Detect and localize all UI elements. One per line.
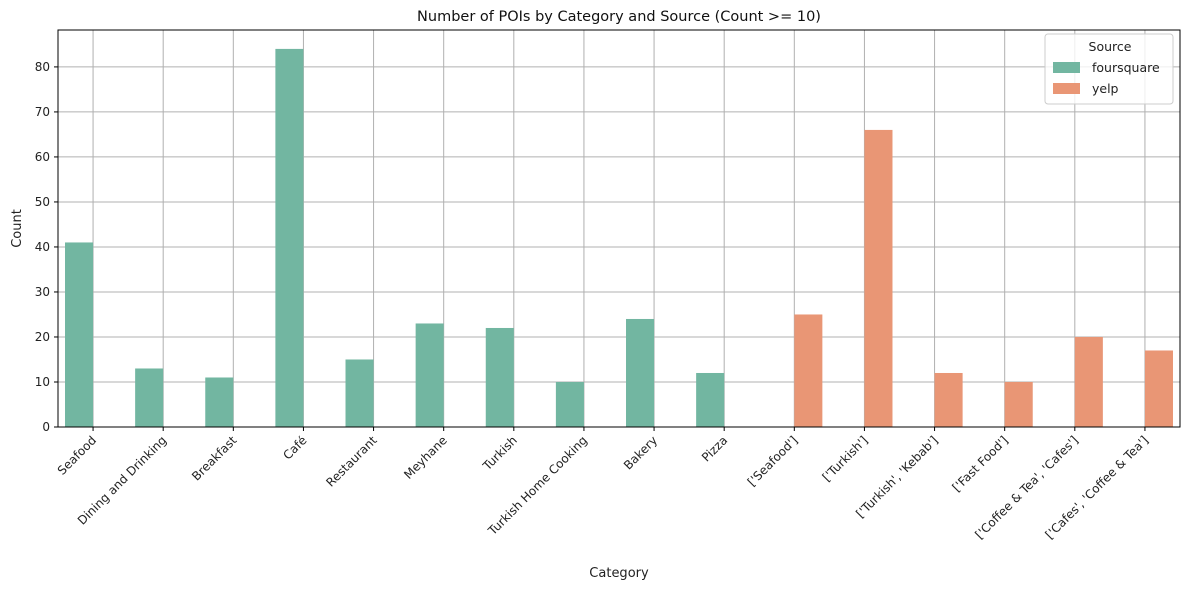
y-tick-label: 80 <box>35 60 50 74</box>
legend-label-foursquare: foursquare <box>1092 60 1160 75</box>
y-tick-label: 20 <box>35 330 50 344</box>
legend-swatch-foursquare <box>1053 62 1080 73</box>
legend: Source foursquare yelp <box>1044 33 1174 105</box>
y-tick-label: 10 <box>35 375 50 389</box>
legend-swatch-yelp <box>1053 83 1080 94</box>
y-tick-label: 40 <box>35 240 50 254</box>
bar-foursquare <box>555 381 584 427</box>
bar-yelp <box>794 314 823 427</box>
bars <box>65 48 1173 428</box>
legend-title: Source <box>1089 39 1132 54</box>
bar-foursquare <box>135 368 164 427</box>
y-tick-label: 0 <box>42 420 50 434</box>
x-axis-label: Category <box>589 566 649 581</box>
y-tick-label: 50 <box>35 195 50 209</box>
bar-foursquare <box>485 327 514 427</box>
bar-yelp <box>1144 350 1173 427</box>
bar-foursquare <box>65 242 94 427</box>
bar-foursquare <box>345 359 374 427</box>
y-axis-label: Count <box>10 209 25 248</box>
y-tick-label: 30 <box>35 285 50 299</box>
bar-yelp <box>864 129 893 427</box>
y-tick-label: 70 <box>35 105 50 119</box>
bar-foursquare <box>415 323 444 427</box>
bar-foursquare <box>696 372 725 427</box>
bar-yelp <box>1074 336 1103 427</box>
plot-frame <box>57 29 1181 428</box>
bar-foursquare <box>275 48 304 428</box>
legend-label-yelp: yelp <box>1092 81 1119 96</box>
bar-foursquare <box>205 377 234 427</box>
bar-yelp <box>1004 381 1033 427</box>
chart-title: Number of POIs by Category and Source (C… <box>417 9 821 25</box>
bar-foursquare <box>626 318 655 427</box>
bar-yelp <box>934 372 963 427</box>
y-tick-label: 60 <box>35 150 50 164</box>
